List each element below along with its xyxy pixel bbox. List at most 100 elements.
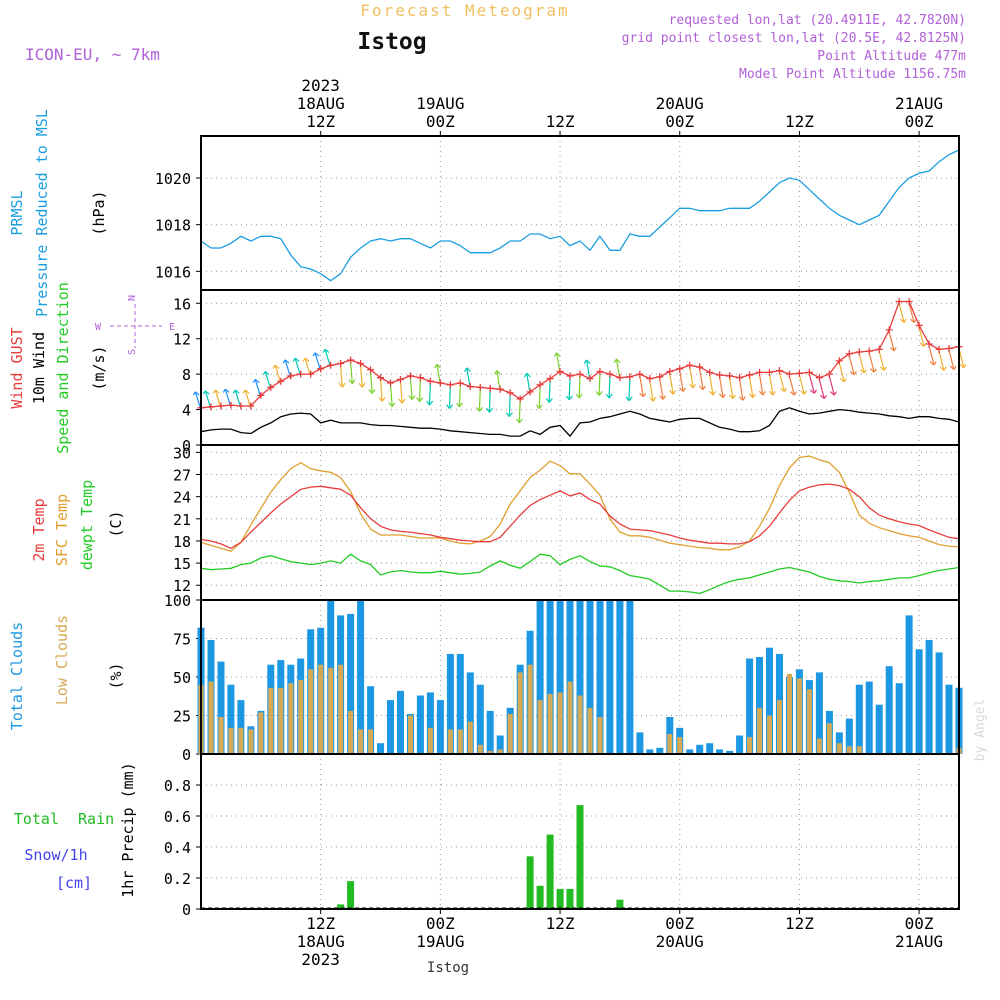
- wind-arrow-head: [282, 359, 286, 364]
- low-cloud-bar: [408, 715, 413, 754]
- wind-arrow-head: [943, 366, 947, 371]
- rain-bar: [347, 881, 355, 909]
- wind-arrow-head: [388, 402, 393, 408]
- wind-arrow: [389, 384, 393, 407]
- wind-arrow-head: [274, 364, 280, 369]
- gust-line: [200, 300, 960, 409]
- gust-marker: [586, 375, 594, 383]
- gust-marker: [885, 326, 893, 334]
- gust-marker: [636, 370, 644, 378]
- gridpoint-coords: grid point closest lon,lat (20.5E, 42.81…: [622, 31, 966, 46]
- wind-arrow-head: [639, 392, 644, 398]
- y-tick-label: 12: [173, 331, 191, 349]
- low-cloud-bar: [228, 727, 234, 754]
- y-tick-label: 12: [173, 577, 191, 595]
- total-cloud-bar: [466, 672, 474, 754]
- wind-arrow-head: [748, 393, 754, 399]
- total-cloud-bar: [416, 695, 424, 754]
- total-cloud-bar: [895, 683, 903, 754]
- wind-arrow: [284, 359, 292, 379]
- total-cloud-bar: [875, 704, 883, 754]
- wind-arrow-head: [649, 397, 654, 402]
- wind-arrow-head: [304, 357, 310, 362]
- clouds-unit: (%): [107, 662, 125, 689]
- gust-marker: [676, 365, 684, 373]
- total-cloud-bar: [436, 700, 444, 754]
- bottom-time-label: 12Z: [306, 914, 335, 933]
- top-time-label: 12Z: [546, 112, 575, 131]
- wind-arrow: [578, 376, 581, 399]
- top-time-label: 12Z: [785, 112, 814, 131]
- gust-marker: [746, 371, 754, 379]
- wind-arrow-head: [254, 378, 260, 384]
- wind-arrow-head: [933, 361, 937, 366]
- wind-arrow: [478, 389, 481, 412]
- low-cloud-bar: [278, 687, 284, 754]
- low-cloud-bar: [248, 729, 254, 754]
- low-cloud-bar: [338, 664, 344, 754]
- wind-panel-frame: [200, 289, 960, 446]
- total-cloud-bar: [656, 747, 664, 754]
- total-cloud-bar: [357, 600, 365, 754]
- wind-arrow-head: [361, 382, 366, 388]
- wind-arrow-head: [419, 397, 424, 402]
- wind-10m-label: 10m Wind: [30, 332, 48, 404]
- low-cloud-bar: [318, 664, 324, 754]
- gust-marker: [935, 345, 943, 353]
- gust-marker: [855, 348, 863, 356]
- wind-arrow-head: [929, 361, 935, 366]
- cloud-bars: [197, 600, 963, 754]
- low-cloud-bar: [816, 738, 822, 754]
- total-cloud-bar: [397, 690, 404, 754]
- wind-arrow-head: [595, 391, 600, 396]
- gust-marker: [436, 379, 444, 387]
- wind-arrow-head: [212, 389, 216, 394]
- wind-arrow-head: [810, 389, 815, 394]
- total-cloud-bar: [486, 710, 494, 754]
- wind-arrow-head: [893, 347, 897, 352]
- temp-2m-label: 2m Temp: [30, 498, 48, 561]
- low-cloud-bar: [268, 687, 274, 754]
- wind-arrow-head: [192, 391, 196, 396]
- total-cloud-bar: [905, 615, 913, 754]
- total-cloud-bar: [496, 735, 504, 754]
- wind-arrow-head: [262, 371, 266, 375]
- y-tick-label: 8: [182, 366, 191, 384]
- gust-marker: [337, 360, 345, 368]
- wind-arrow-head: [718, 393, 724, 399]
- total-cloud-bar: [746, 658, 754, 754]
- total-cloud-bar: [636, 732, 644, 754]
- total-cloud-bar: [646, 749, 654, 754]
- wind-arrow-head: [803, 390, 807, 395]
- wind-arrow-head: [873, 368, 877, 373]
- wind-arrow-head: [434, 364, 438, 369]
- wind-arrow-head: [708, 390, 714, 396]
- gust-marker: [915, 321, 923, 329]
- low-cloud-bar: [457, 729, 463, 754]
- gust-marker: [496, 385, 504, 393]
- temperature-panel-frame: [200, 444, 960, 601]
- wind-arrow-head: [302, 357, 306, 362]
- wind-arrow-head: [381, 397, 386, 402]
- gust-marker: [875, 345, 883, 353]
- gust-marker: [785, 370, 793, 378]
- total-cloud-bar: [736, 735, 744, 754]
- wind-arrow-head: [605, 393, 610, 399]
- gust-marker: [756, 368, 764, 376]
- wind-arrow-head: [252, 379, 256, 383]
- wind-arrow-head: [780, 387, 785, 393]
- gust-marker: [656, 373, 664, 381]
- low-cloud-bar: [218, 717, 224, 754]
- wind-arrow-head: [515, 418, 520, 424]
- gust-marker: [546, 375, 554, 383]
- total-cloud-bar: [576, 600, 584, 754]
- wind-arrow: [709, 374, 714, 396]
- gust-marker: [277, 377, 285, 385]
- wind-arrow-head: [476, 407, 480, 412]
- wind-arrow-head: [732, 394, 736, 399]
- wind-arrow: [598, 373, 601, 396]
- wind-arrow-head: [429, 400, 434, 406]
- wind-arrow-head: [800, 390, 805, 395]
- low-cloud-bar: [208, 681, 214, 754]
- y-tick-label: 30: [173, 444, 191, 462]
